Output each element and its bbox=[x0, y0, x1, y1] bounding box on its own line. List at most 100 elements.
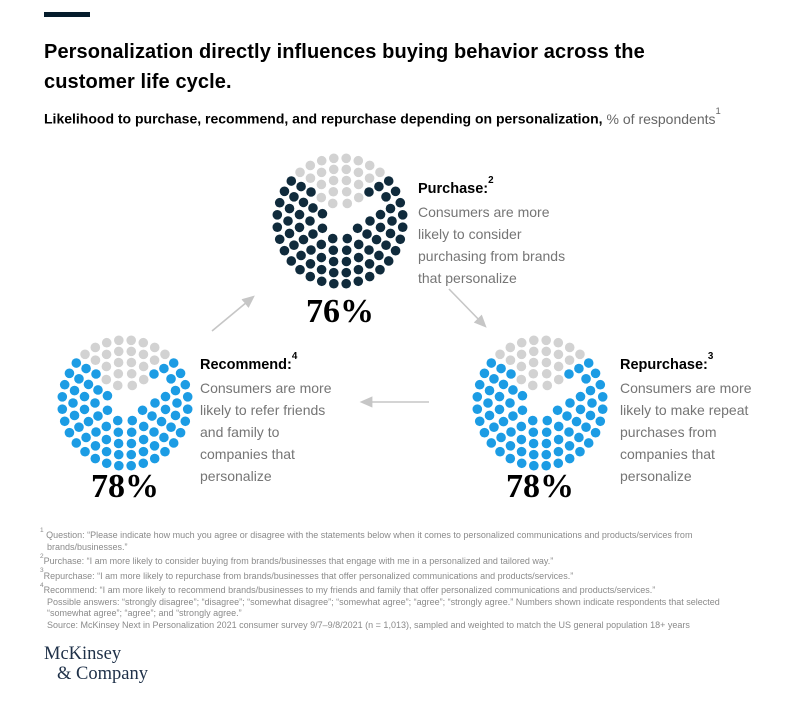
dot bbox=[79, 391, 90, 402]
dot bbox=[517, 390, 528, 401]
footnote: 3Repurchase: “I am more likely to repurc… bbox=[40, 567, 574, 581]
dot bbox=[59, 416, 70, 427]
dot bbox=[362, 229, 372, 239]
purchase-description-line: likely to consider bbox=[418, 225, 522, 242]
dot bbox=[59, 379, 70, 390]
dot bbox=[583, 358, 594, 368]
dot bbox=[80, 349, 90, 360]
dot bbox=[516, 446, 527, 457]
dot bbox=[375, 222, 386, 233]
dot bbox=[528, 438, 539, 449]
dot bbox=[138, 446, 149, 457]
dot bbox=[587, 398, 597, 408]
dot bbox=[529, 460, 539, 471]
dot bbox=[71, 358, 82, 368]
dot bbox=[272, 210, 283, 220]
dot bbox=[126, 368, 137, 379]
dot bbox=[138, 349, 149, 360]
dot bbox=[597, 404, 608, 414]
dot bbox=[329, 278, 339, 289]
dot bbox=[505, 342, 516, 353]
dot bbox=[371, 234, 382, 245]
recommend-description-line: companies that bbox=[200, 445, 295, 462]
dot bbox=[286, 176, 297, 186]
dot bbox=[316, 179, 327, 190]
purchase-value: 76% bbox=[306, 293, 374, 330]
dot bbox=[553, 374, 564, 385]
dot bbox=[289, 192, 299, 202]
dot bbox=[553, 361, 564, 372]
dot bbox=[541, 357, 552, 368]
footnote: 2Purchase: “I am more likely to consider… bbox=[40, 552, 554, 566]
dot bbox=[472, 404, 483, 414]
recommend-label: Recommend:4 bbox=[200, 350, 298, 373]
dot bbox=[341, 186, 352, 197]
dot bbox=[170, 385, 181, 396]
dot bbox=[149, 342, 160, 353]
dot bbox=[90, 342, 101, 353]
dot bbox=[590, 368, 601, 379]
dot bbox=[138, 421, 149, 432]
dot bbox=[328, 267, 339, 278]
dot bbox=[126, 449, 137, 460]
dot bbox=[505, 355, 516, 365]
recommend-description-line: Consumers are more bbox=[200, 379, 332, 396]
page-title-line2: customer life cycle. bbox=[44, 71, 232, 93]
dot bbox=[316, 252, 327, 263]
dot bbox=[517, 405, 528, 416]
dot bbox=[91, 427, 101, 437]
dot bbox=[138, 434, 149, 445]
dot bbox=[83, 379, 94, 390]
dot bbox=[575, 446, 585, 457]
dot bbox=[528, 449, 539, 460]
dot bbox=[575, 391, 586, 402]
dot bbox=[479, 368, 490, 379]
dot bbox=[149, 441, 160, 451]
dot bbox=[101, 361, 112, 372]
repurchase-value: 78% bbox=[506, 468, 574, 505]
dot bbox=[496, 363, 506, 374]
dot bbox=[516, 458, 527, 469]
dot bbox=[342, 198, 353, 209]
dot bbox=[397, 210, 408, 220]
dot bbox=[284, 203, 295, 214]
dot bbox=[496, 432, 506, 443]
dot bbox=[553, 337, 564, 348]
dot bbox=[527, 380, 538, 391]
dot bbox=[341, 245, 352, 256]
dot bbox=[170, 410, 181, 421]
dot bbox=[353, 252, 364, 263]
dot bbox=[364, 245, 374, 255]
dot bbox=[474, 379, 485, 390]
dot bbox=[564, 441, 575, 451]
subtitle-footnote-marker: 1 bbox=[715, 105, 721, 117]
dot bbox=[294, 222, 305, 233]
dot bbox=[575, 404, 586, 415]
dot bbox=[387, 216, 397, 226]
dot bbox=[274, 197, 285, 208]
dot bbox=[81, 432, 91, 443]
dot bbox=[528, 427, 539, 438]
dot bbox=[149, 369, 159, 379]
dot bbox=[316, 276, 327, 287]
dot bbox=[479, 427, 490, 438]
dot bbox=[395, 234, 406, 245]
dot bbox=[564, 355, 575, 365]
dot bbox=[516, 361, 527, 372]
dot bbox=[472, 392, 483, 402]
dot bbox=[138, 458, 149, 469]
dot bbox=[484, 385, 495, 396]
dot bbox=[317, 223, 328, 234]
dot bbox=[80, 446, 90, 457]
dot bbox=[101, 349, 112, 360]
dot bbox=[180, 416, 191, 427]
dot bbox=[528, 346, 539, 357]
dot bbox=[182, 392, 193, 402]
dot bbox=[296, 181, 306, 192]
dot bbox=[101, 434, 112, 445]
dot bbox=[126, 438, 137, 449]
recommend-footnote-marker: 4 bbox=[291, 350, 298, 362]
dot bbox=[595, 379, 606, 390]
dot bbox=[328, 164, 339, 175]
dot bbox=[352, 223, 363, 234]
